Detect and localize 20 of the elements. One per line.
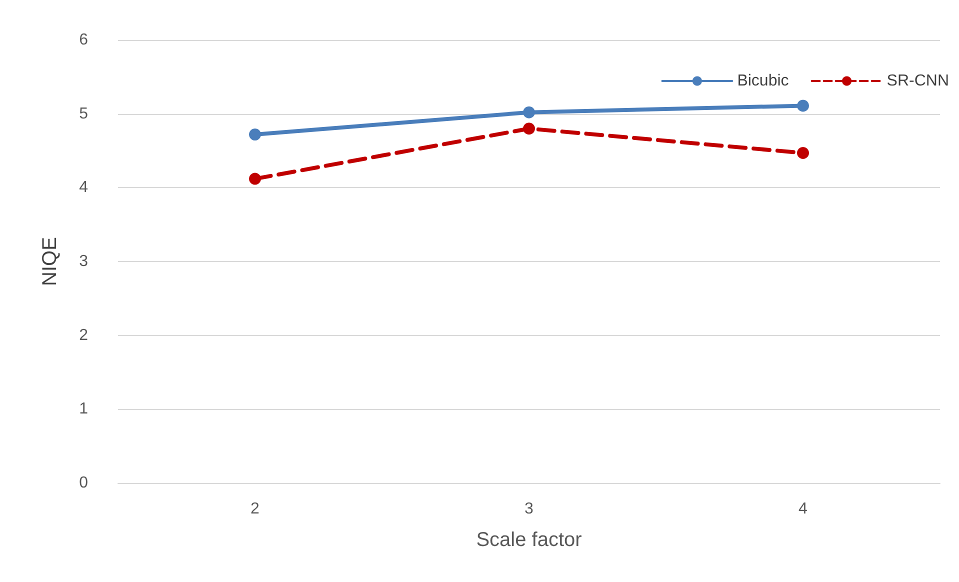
point <box>249 172 261 185</box>
y-tick-label: 6 <box>79 32 88 48</box>
point <box>797 100 809 112</box>
y-tick-label: 5 <box>79 105 88 122</box>
legend-label: SR-CNN <box>886 72 949 90</box>
y-tick-label: 2 <box>79 326 88 344</box>
x-tick-label: 3 <box>524 500 534 518</box>
y-tick-label: 4 <box>79 179 88 196</box>
x-tick-label: 4 <box>798 500 808 518</box>
point <box>249 128 261 141</box>
x-axis-title: Scale factor <box>476 529 582 551</box>
x-tick-label: 2 <box>250 500 260 518</box>
y-tick-label: 1 <box>79 400 88 418</box>
y-axis-title: NIQE <box>39 237 61 286</box>
point <box>523 106 535 118</box>
y-tick-label: 0 <box>79 474 88 492</box>
point <box>523 122 535 135</box>
y-tick-label: 3 <box>79 253 88 270</box>
point <box>797 146 809 159</box>
legend-label: Bicubic <box>737 72 789 90</box>
